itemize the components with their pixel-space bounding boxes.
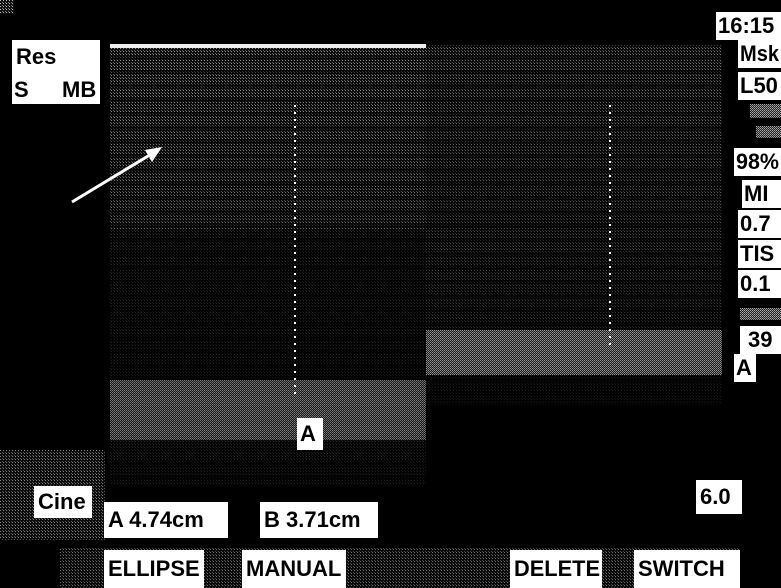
indicator: [756, 126, 781, 138]
cine[interactable]: Cine: [38, 489, 86, 514]
left-image: [110, 44, 426, 485]
mode: Res: [16, 44, 56, 69]
power: 98%: [736, 149, 779, 174]
tis-label: TIS: [740, 241, 774, 266]
menu-item[interactable]: MANUAL: [246, 556, 341, 581]
probe: L50: [740, 73, 778, 98]
mi-label: MI: [744, 181, 768, 206]
ultrasound-screen: Res S MB 16:15 Msk L50 98% MI 0.7 TIS 0.…: [0, 0, 781, 588]
menu-item[interactable]: DELETE: [514, 556, 600, 581]
menu-item[interactable]: SWITCH: [638, 556, 725, 581]
mode-detail: S: [14, 77, 29, 102]
mi-value: 0.7: [740, 211, 771, 236]
scale: 6.0: [700, 484, 731, 509]
right-image: [426, 45, 722, 405]
depth: 39: [748, 327, 772, 352]
time: 16:15: [718, 13, 774, 38]
indicator: [740, 308, 781, 320]
tis-value: 0.1: [740, 271, 771, 296]
page: Res S MB 16:15 Msk L50 98% MI 0.7 TIS 0.…: [0, 0, 781, 588]
indicator: [750, 104, 781, 118]
menu-item[interactable]: ELLIPSE: [108, 556, 200, 581]
marker: A: [736, 355, 752, 380]
mode-detail: MB: [62, 77, 96, 102]
caliper-label: A: [300, 421, 316, 446]
measurement-b: B 3.71cm: [264, 507, 361, 532]
preset: Msk: [740, 41, 780, 66]
measurement-a: A 4.74cm: [108, 507, 204, 532]
corner-icon: [0, 0, 14, 14]
